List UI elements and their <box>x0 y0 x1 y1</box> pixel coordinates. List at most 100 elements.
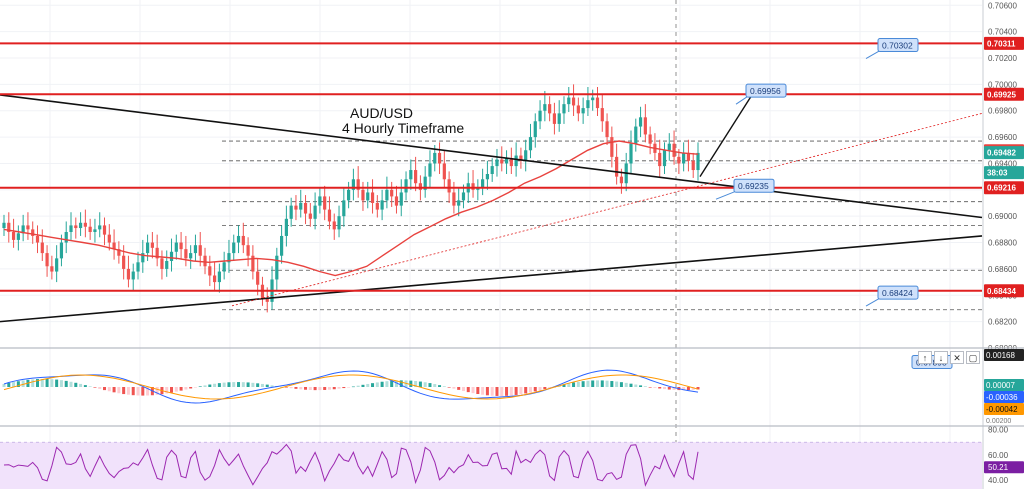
candle-body <box>79 223 82 228</box>
candle-body <box>371 192 374 203</box>
macd-histogram-bar <box>467 387 470 392</box>
macd-histogram-bar <box>543 387 546 389</box>
macd-histogram-bar <box>448 387 451 388</box>
macd-histogram-bar <box>519 387 522 394</box>
macd-histogram-bar <box>266 385 269 387</box>
macd-histogram-bar <box>137 387 140 395</box>
candle-body <box>409 170 412 179</box>
macd-histogram-bar <box>649 387 652 388</box>
macd-histogram-bar <box>132 387 135 395</box>
candle-body <box>55 258 58 271</box>
rsi-axis-label: 80.00 <box>988 426 1009 435</box>
candle-body <box>634 127 637 144</box>
candle-body <box>543 104 546 111</box>
macd-histogram-bar <box>208 385 211 387</box>
candle-body <box>337 216 340 229</box>
move-up-button[interactable]: ↑ <box>918 351 932 364</box>
candle-body <box>60 243 63 259</box>
candle-body <box>639 117 642 126</box>
rsi-axis-label: 60.00 <box>988 451 1009 460</box>
candle-body <box>572 98 575 106</box>
candle-body <box>160 258 163 269</box>
macd-histogram-bar <box>539 387 542 390</box>
macd-histogram-bar <box>510 387 513 395</box>
macd-histogram-bar <box>376 382 379 387</box>
candle-body <box>232 243 235 254</box>
candle-body <box>323 196 326 209</box>
macd-histogram-bar <box>639 385 642 387</box>
candle-body <box>615 157 618 177</box>
close-pane-button[interactable]: ✕ <box>950 351 964 364</box>
macd-histogram-bar <box>505 387 508 396</box>
macd-histogram-bar <box>500 387 503 396</box>
candle-body <box>318 196 321 205</box>
macd-histogram-bar <box>84 385 87 387</box>
candle-body <box>696 153 699 170</box>
macd-histogram-bar <box>242 382 245 387</box>
macd-histogram-bar <box>74 383 77 387</box>
candle-body <box>682 153 685 164</box>
candle-body <box>471 183 474 190</box>
move-down-button[interactable]: ↓ <box>934 351 948 364</box>
macd-histogram-bar <box>529 387 532 392</box>
macd-histogram-bar <box>481 387 484 395</box>
macd-histogram-bar <box>232 382 235 387</box>
macd-histogram-bar <box>385 381 388 387</box>
candle-body <box>558 113 561 124</box>
candle-body <box>108 235 111 243</box>
macd-axis-label: 0.00200 <box>986 418 1011 425</box>
callout-label: 0.70302 <box>882 41 913 51</box>
candle-body <box>481 179 484 187</box>
candle-body <box>194 245 197 253</box>
macd-histogram-bar <box>55 380 58 387</box>
candle-body <box>668 144 671 151</box>
price-axis-tick-label: 0.70400 <box>988 28 1017 37</box>
candle-body <box>175 243 178 252</box>
candle-body <box>515 156 518 167</box>
candle-body <box>246 245 249 256</box>
candle-body <box>69 225 72 232</box>
macd-value-label: -0.00036 <box>986 393 1018 402</box>
candle-body <box>390 190 393 197</box>
current-price-tag-label: 0.69482 <box>987 149 1016 158</box>
macd-histogram-bar <box>653 387 656 388</box>
macd-histogram-bar <box>223 383 226 387</box>
macd-histogram-bar <box>338 387 341 389</box>
candle-body <box>524 150 527 161</box>
macd-histogram-bar <box>314 387 317 390</box>
macd-histogram-bar <box>495 387 498 396</box>
macd-histogram-bar <box>610 381 613 387</box>
level-price-tag-label: 0.70311 <box>987 39 1016 48</box>
rsi-value-label: 50.21 <box>988 463 1009 472</box>
candle-body <box>213 276 216 283</box>
candle-body <box>179 243 182 250</box>
candle-body <box>208 266 211 275</box>
candle-body <box>309 214 312 219</box>
candle-body <box>103 225 106 234</box>
candle-body <box>45 253 48 266</box>
macd-histogram-bar <box>204 385 207 387</box>
candle-body <box>553 113 556 124</box>
macd-histogram-bar <box>625 383 628 387</box>
macd-histogram-bar <box>524 387 527 393</box>
price-axis-tick-label: 0.68600 <box>988 265 1017 274</box>
macd-histogram-bar <box>328 387 331 390</box>
macd-histogram-bar <box>428 383 431 387</box>
candle-body <box>443 163 446 179</box>
macd-histogram-bar <box>247 382 250 387</box>
candle-body <box>189 253 192 258</box>
candle-body <box>649 134 652 143</box>
expand-pane-button[interactable]: ▢ <box>966 351 980 364</box>
candle-body <box>672 144 675 157</box>
price-axis-tick-label: 0.69800 <box>988 107 1017 116</box>
candle-body <box>562 104 565 113</box>
candle-body <box>457 200 460 205</box>
macd-histogram-bar <box>491 387 494 396</box>
macd-histogram-bar <box>515 387 518 395</box>
candle-body <box>26 225 29 229</box>
macd-histogram-bar <box>93 387 96 388</box>
macd-histogram-bar <box>433 384 436 387</box>
macd-histogram-bar <box>644 386 647 387</box>
